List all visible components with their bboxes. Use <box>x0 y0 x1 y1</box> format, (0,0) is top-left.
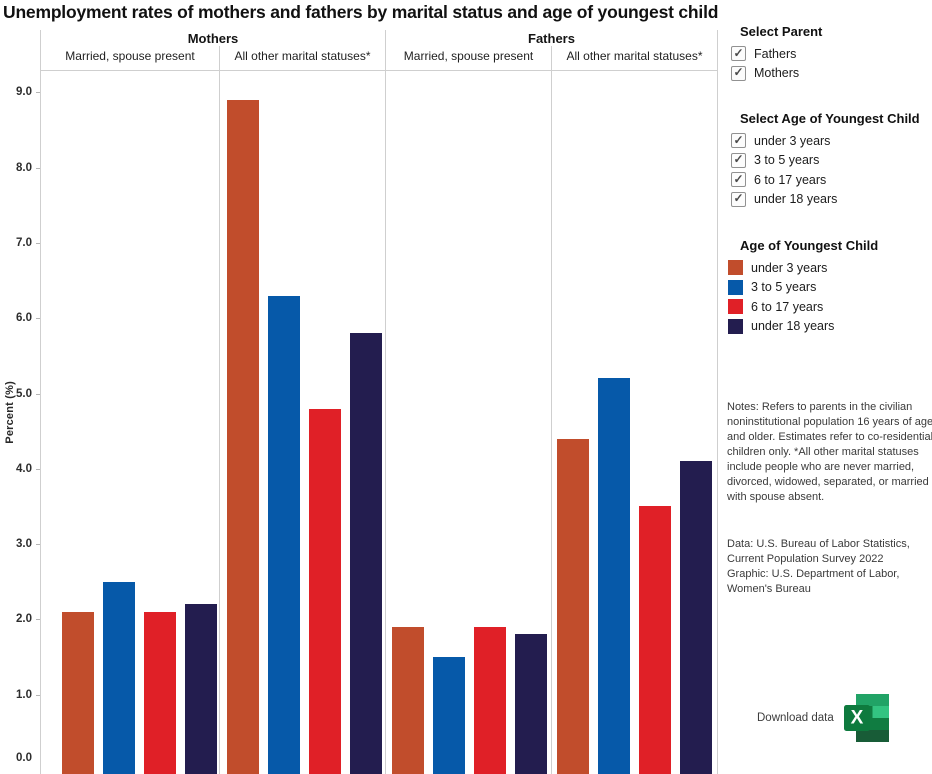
y-axis-tick-label: 2.0 <box>16 613 32 626</box>
y-axis-tick-mark <box>36 468 40 470</box>
bar-fathers-married-spouse-present-under-3-years[interactable] <box>392 626 424 774</box>
y-axis-tick-label: 7.0 <box>16 236 32 249</box>
checkbox-icon[interactable]: ✓ <box>731 172 746 188</box>
legend-item[interactable]: under 18 years <box>728 317 878 337</box>
legend-label: under 3 years <box>751 260 828 275</box>
legend-swatch-under-18-years[interactable] <box>728 318 743 334</box>
page-title: Unemployment rates of mothers and father… <box>3 2 719 22</box>
checkbox-icon[interactable]: ✓ <box>731 46 746 62</box>
svg-text:X: X <box>850 708 863 729</box>
filter-heading: Select Age of Youngest Child <box>740 111 920 126</box>
bar-fathers-all-other-marital-statuses-6-to-17-years[interactable] <box>639 506 671 774</box>
legend-item[interactable]: 6 to 17 years <box>728 297 878 317</box>
download-label: Download data <box>757 712 834 724</box>
legend-label: under 18 years <box>751 319 835 334</box>
checkbox-icon[interactable]: ✓ <box>731 65 746 81</box>
checkbox-3-to-5-years[interactable]: ✓ 3 to 5 years <box>731 151 920 171</box>
column-header: All other marital statuses* <box>566 49 703 63</box>
column-divider <box>219 46 220 774</box>
checkbox-icon[interactable]: ✓ <box>731 191 746 207</box>
legend-swatch-under-3-years[interactable] <box>728 260 743 276</box>
y-axis-tick-label: 6.0 <box>16 312 32 325</box>
filter-select-parent: Select Parent ✓ Fathers ✓ Mothers <box>731 24 822 83</box>
y-axis-tick-mark <box>36 694 40 696</box>
column-divider <box>551 46 552 774</box>
bar-fathers-married-spouse-present-3-to-5-years[interactable] <box>433 657 465 774</box>
y-axis-tick-mark <box>36 318 40 320</box>
notes-text: Notes: Refers to parents in the civilian… <box>727 401 932 503</box>
bar-mothers-all-other-marital-statuses-under-3-years[interactable] <box>227 99 259 774</box>
bar-fathers-married-spouse-present-6-to-17-years[interactable] <box>474 626 506 774</box>
color-legend: Age of Youngest Child under 3 years 3 to… <box>728 238 878 336</box>
bar-fathers-married-spouse-present-under-18-years[interactable] <box>515 634 547 774</box>
header-divider <box>41 70 718 71</box>
legend-swatch-6-to-17-years[interactable] <box>728 299 743 315</box>
y-axis-tick-mark <box>36 619 40 621</box>
panel-header-mothers: Mothers <box>187 31 239 46</box>
checkbox-under-18-years[interactable]: ✓ under 18 years <box>731 190 920 210</box>
checkbox-label: under 3 years <box>754 133 831 148</box>
chart-right-border <box>717 30 718 774</box>
y-axis-tick-label: 9.0 <box>16 86 32 99</box>
checkbox-mothers[interactable]: ✓ Mothers <box>731 64 822 84</box>
y-axis-tick-mark <box>36 544 40 546</box>
axis-border <box>40 30 41 774</box>
y-axis-tick-label: 3.0 <box>16 538 32 551</box>
group-divider <box>385 30 386 774</box>
checkbox-icon[interactable]: ✓ <box>731 152 746 168</box>
checkbox-label: Mothers <box>754 66 800 81</box>
legend-label: 6 to 17 years <box>751 299 824 314</box>
bar-mothers-all-other-marital-statuses-under-18-years[interactable] <box>350 333 382 774</box>
bar-mothers-all-other-marital-statuses-6-to-17-years[interactable] <box>309 408 341 774</box>
column-header: Married, spouse present <box>403 49 534 63</box>
legend-item[interactable]: under 3 years <box>728 258 878 278</box>
bar-mothers-all-other-marital-statuses-3-to-5-years[interactable] <box>268 295 300 774</box>
y-axis-tick-label: 0.0 <box>16 752 32 764</box>
checkbox-under-3-years[interactable]: ✓ under 3 years <box>731 131 920 151</box>
column-header: All other marital statuses* <box>234 49 371 63</box>
checkbox-label: under 18 years <box>754 192 838 207</box>
y-axis-tick-mark <box>36 167 40 169</box>
legend-item[interactable]: 3 to 5 years <box>728 278 878 298</box>
bar-fathers-all-other-marital-statuses-3-to-5-years[interactable] <box>598 378 630 774</box>
bar-mothers-married-spouse-present-under-18-years[interactable] <box>185 604 217 774</box>
legend-heading: Age of Youngest Child <box>740 238 879 253</box>
checkbox-icon[interactable]: ✓ <box>731 133 746 149</box>
bar-mothers-married-spouse-present-under-3-years[interactable] <box>62 611 94 774</box>
filter-select-age: Select Age of Youngest Child ✓ under 3 y… <box>731 111 920 209</box>
y-axis-tick-mark <box>36 393 40 395</box>
checkbox-label: 6 to 17 years <box>754 172 827 187</box>
excel-icon[interactable]: X <box>843 693 890 743</box>
legend-swatch-3-to-5-years[interactable] <box>728 279 743 295</box>
y-axis-tick-mark <box>36 92 40 94</box>
bar-fathers-all-other-marital-statuses-under-3-years[interactable] <box>557 438 589 774</box>
bar-mothers-married-spouse-present-6-to-17-years[interactable] <box>144 611 176 774</box>
column-header: Married, spouse present <box>65 49 195 63</box>
bar-fathers-all-other-marital-statuses-under-18-years[interactable] <box>680 461 712 774</box>
data-source: Data: U.S. Bureau of Labor Statistics, C… <box>727 538 910 565</box>
graphic-source: Graphic: U.S. Department of Labor, Women… <box>727 568 900 595</box>
bar-mothers-married-spouse-present-3-to-5-years[interactable] <box>103 581 135 774</box>
y-axis-tick-label: 1.0 <box>16 688 32 701</box>
panel-header-fathers: Fathers <box>528 31 575 46</box>
checkbox-label: Fathers <box>754 46 797 61</box>
y-axis-tick-label: 4.0 <box>16 462 32 475</box>
y-axis-tick-mark <box>36 242 40 244</box>
checkbox-fathers[interactable]: ✓ Fathers <box>731 44 822 64</box>
y-axis-tick-label: 5.0 <box>16 387 32 400</box>
y-axis-tick-label: 8.0 <box>16 161 32 174</box>
legend-label: 3 to 5 years <box>751 280 817 295</box>
checkbox-6-to-17-years[interactable]: ✓ 6 to 17 years <box>731 170 920 190</box>
checkbox-label: 3 to 5 years <box>754 153 820 168</box>
download-data-button[interactable]: Download data X <box>757 693 890 743</box>
source-text: Data: U.S. Bureau of Labor Statistics, C… <box>727 537 932 597</box>
filter-heading: Select Parent <box>740 24 823 39</box>
